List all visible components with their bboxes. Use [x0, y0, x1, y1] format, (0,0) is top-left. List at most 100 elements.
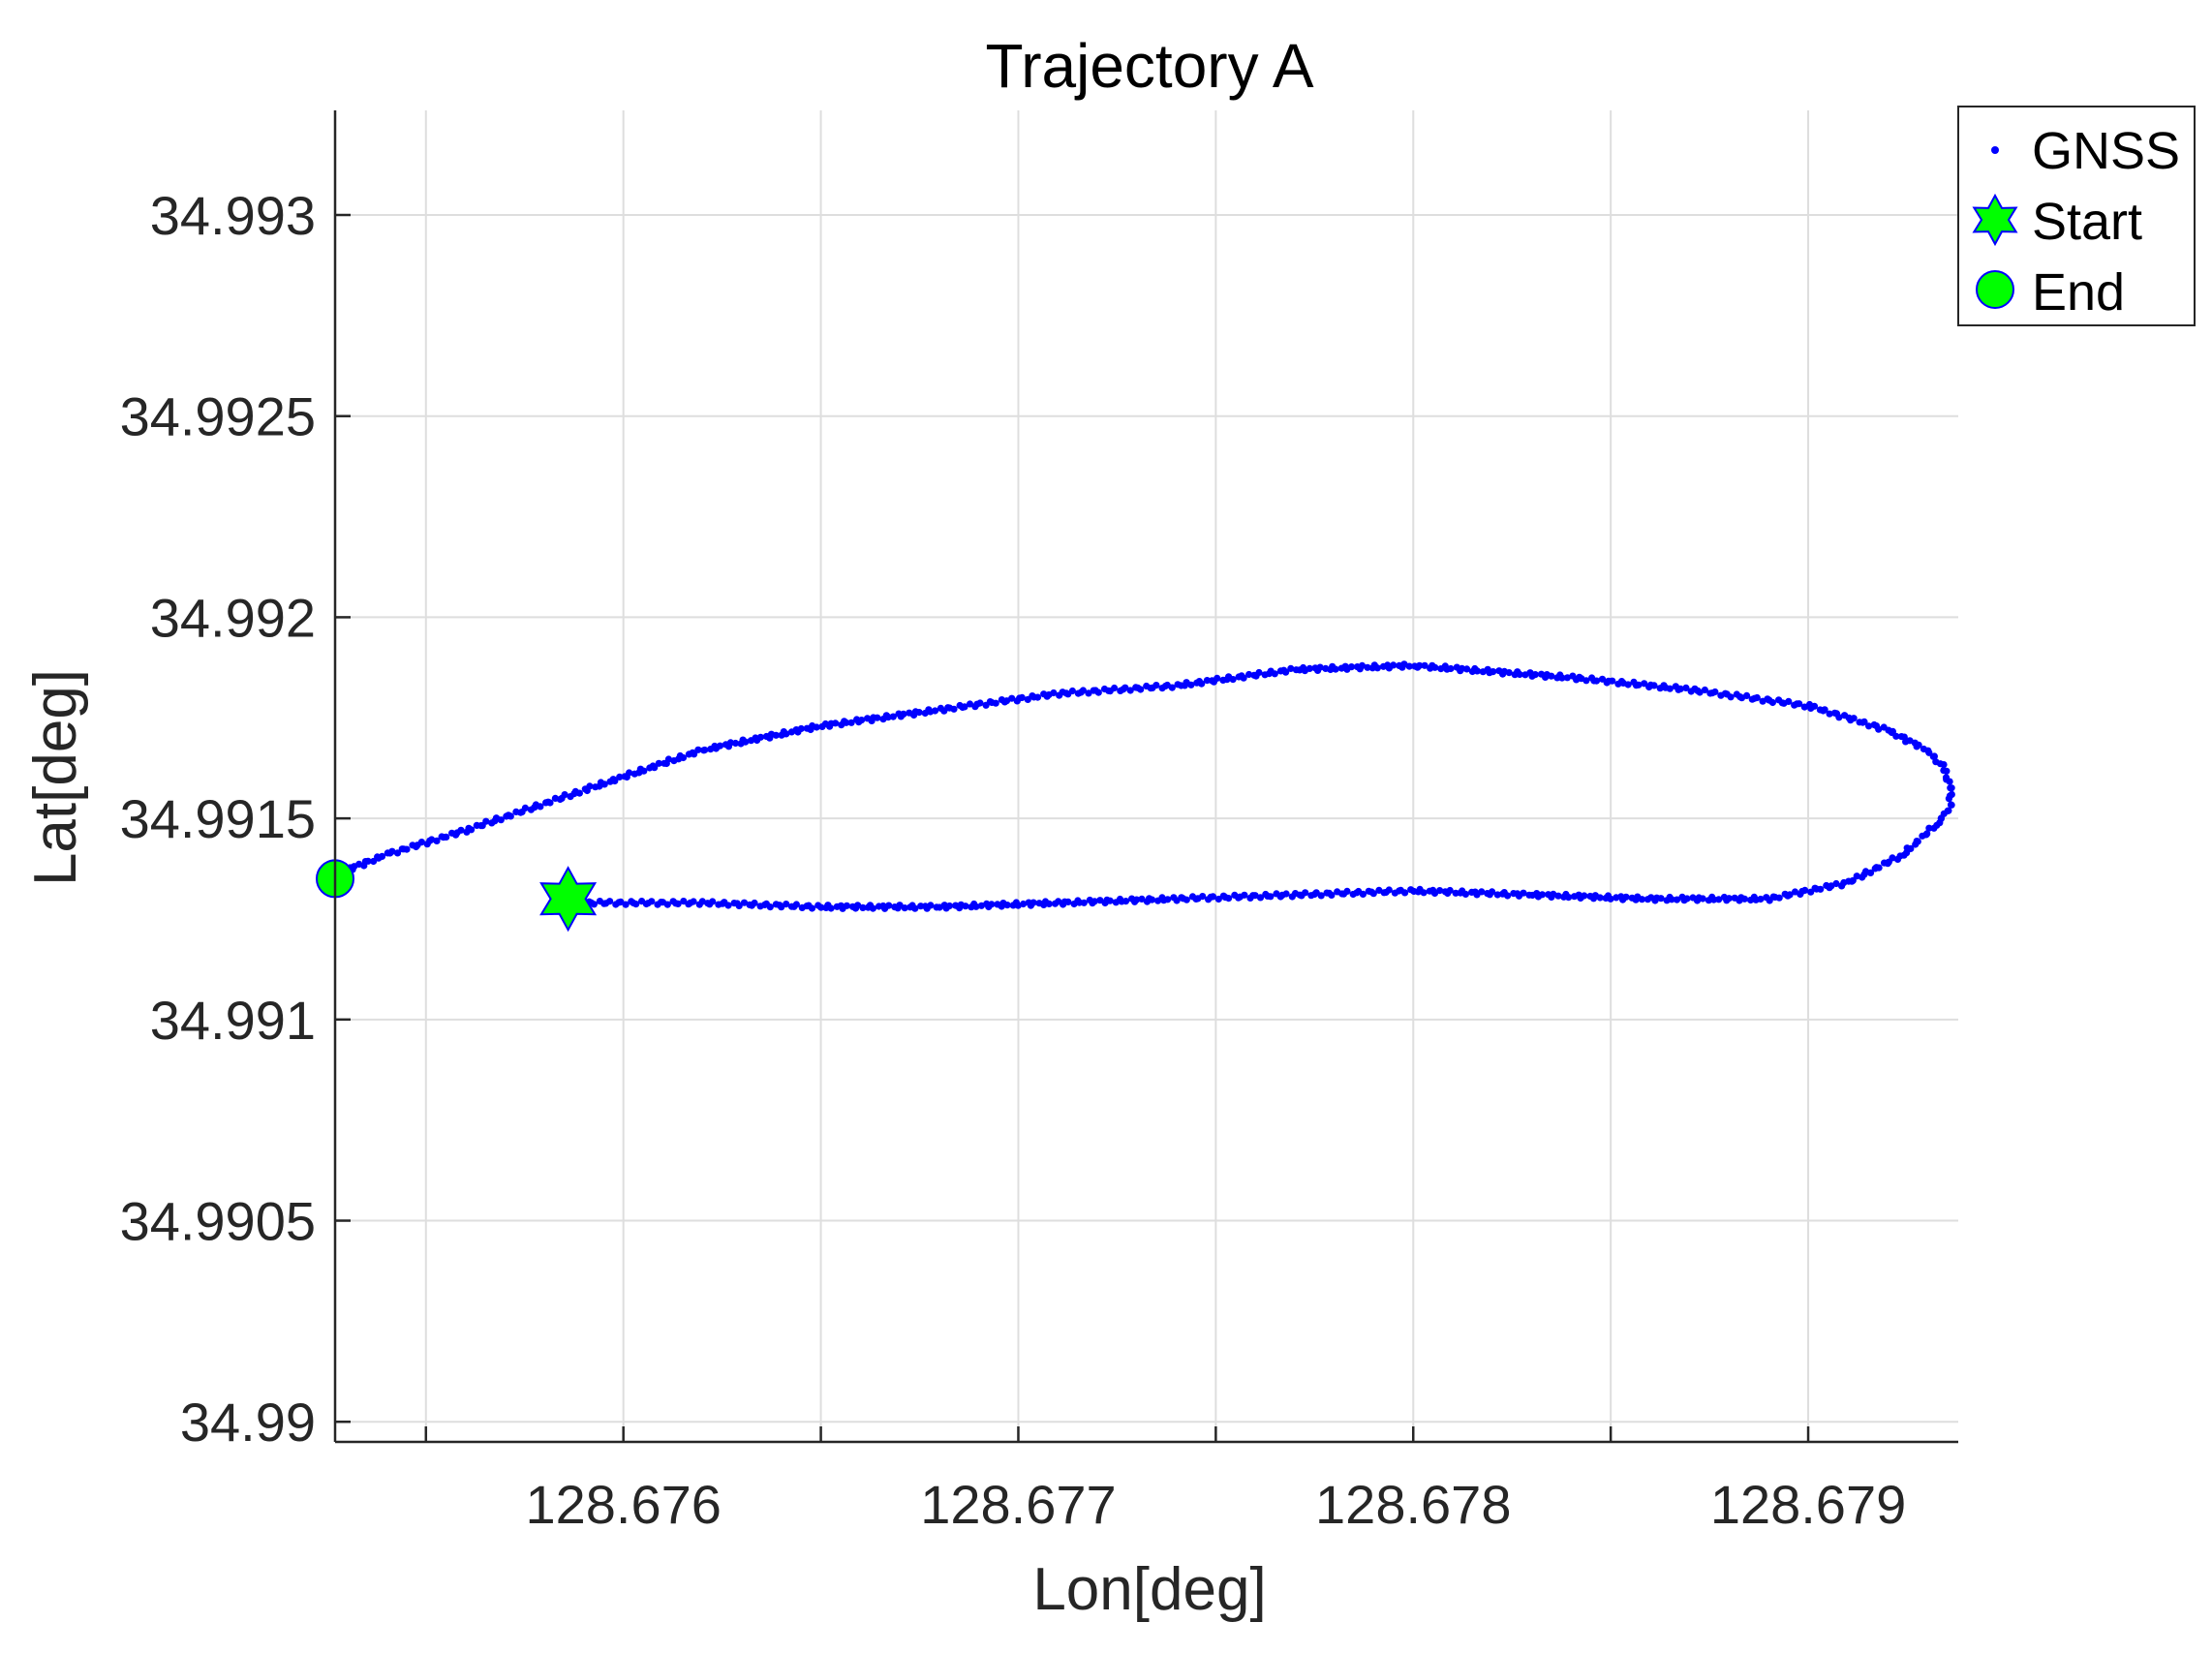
gnss-point — [707, 746, 715, 753]
gnss-point — [1337, 664, 1345, 672]
gnss-point — [630, 770, 638, 778]
gnss-point — [463, 828, 471, 836]
gnss-point — [778, 731, 785, 739]
gnss-point — [694, 746, 702, 753]
gnss-point — [859, 903, 867, 912]
gnss-point — [1029, 899, 1037, 906]
gnss-point — [1645, 683, 1653, 691]
gnss-point — [527, 806, 536, 813]
gnss-point — [1143, 682, 1151, 690]
gnss-point — [956, 701, 964, 710]
gnss-point — [817, 903, 825, 911]
gnss-point — [1554, 892, 1562, 900]
gnss-point — [724, 902, 732, 909]
gnss-point — [735, 902, 743, 910]
gnss-point — [1245, 670, 1253, 679]
gnss-point — [438, 833, 445, 841]
gnss-point — [971, 703, 979, 711]
gnss-point — [423, 841, 431, 848]
gnss-point — [1537, 670, 1546, 678]
gnss-point — [1622, 893, 1630, 901]
gnss-point — [1199, 893, 1207, 901]
legend-gnss-label: GNSS — [2032, 122, 2180, 180]
gnss-point — [473, 821, 480, 830]
plot-area — [316, 660, 1955, 933]
gnss-point — [1064, 898, 1072, 906]
gnss-point — [1682, 684, 1690, 692]
gnss-point — [1024, 695, 1031, 704]
gnss-point — [1668, 896, 1675, 903]
gnss-point — [1699, 895, 1706, 903]
gnss-point — [655, 759, 662, 767]
gnss-point — [1581, 892, 1588, 900]
gnss-point — [1411, 662, 1419, 670]
gnss-point — [1683, 895, 1691, 903]
gnss-point — [1056, 691, 1063, 699]
gnss-point — [1100, 685, 1109, 693]
gnss-point — [803, 724, 811, 732]
gnss-point — [853, 716, 861, 723]
gnss-point — [1598, 675, 1607, 683]
gnss-point — [1925, 824, 1933, 832]
gnss-point — [1948, 790, 1955, 799]
gnss-point — [621, 773, 629, 781]
gnss-point — [783, 901, 790, 908]
gnss-point — [1942, 774, 1951, 781]
gnss-point — [1733, 690, 1740, 698]
gnss-point — [398, 845, 406, 853]
x-tick-label: 128.679 — [1710, 1474, 1906, 1535]
gnss-point — [988, 901, 996, 908]
gnss-point — [1866, 869, 1875, 877]
y-axis-label: Lat[deg] — [22, 669, 89, 886]
gnss-point — [808, 904, 816, 912]
gnss-point — [685, 750, 693, 758]
gnss-point — [1630, 678, 1638, 687]
start-marker — [539, 866, 598, 933]
gnss-point — [818, 722, 826, 731]
gnss-point — [1292, 666, 1300, 674]
gnss-point — [661, 759, 668, 767]
gnss-point — [567, 793, 574, 801]
gnss-point — [864, 715, 872, 722]
gnss-point — [1096, 897, 1104, 904]
gnss-point — [1710, 896, 1718, 903]
gnss-point — [1947, 801, 1955, 809]
gnss-point — [998, 696, 1005, 704]
gnss-point — [869, 904, 877, 912]
gnss-point — [1209, 893, 1217, 901]
gnss-point — [1401, 889, 1409, 897]
gnss-point — [646, 764, 654, 772]
gnss-point — [792, 901, 801, 908]
gnss-point — [962, 903, 969, 910]
gnss-point — [674, 900, 682, 908]
gnss-point — [906, 709, 913, 717]
gnss-point — [740, 899, 749, 906]
gnss-point — [1638, 896, 1645, 903]
gnss-point — [982, 701, 990, 709]
gnss-point — [1504, 892, 1512, 900]
legend: GNSS Start End — [1957, 106, 2196, 326]
gnss-point — [1267, 893, 1275, 901]
gnss-point — [1085, 689, 1092, 697]
gnss-point — [921, 709, 929, 718]
gnss-point — [1074, 689, 1082, 697]
gnss-point — [1521, 671, 1529, 679]
y-tick-label: 34.9915 — [120, 788, 316, 849]
legend-start-label: Start — [2032, 193, 2142, 251]
gnss-point — [1461, 890, 1469, 899]
y-tick-label: 34.99 — [180, 1392, 316, 1453]
gnss-point — [551, 794, 560, 803]
gnss-point — [503, 812, 510, 820]
gnss-point — [1256, 894, 1265, 902]
gnss-point — [927, 902, 935, 909]
gnss-point — [1656, 685, 1664, 692]
gnss-point — [1801, 886, 1809, 895]
gnss-point — [1945, 807, 1952, 814]
gnss-point — [1379, 662, 1388, 670]
gnss-point — [1437, 665, 1445, 673]
gnss-point — [670, 757, 678, 765]
gnss-point — [1276, 667, 1284, 675]
gnss-point — [1657, 895, 1665, 903]
gnss-point — [1080, 899, 1088, 906]
gnss-point — [1856, 719, 1863, 726]
